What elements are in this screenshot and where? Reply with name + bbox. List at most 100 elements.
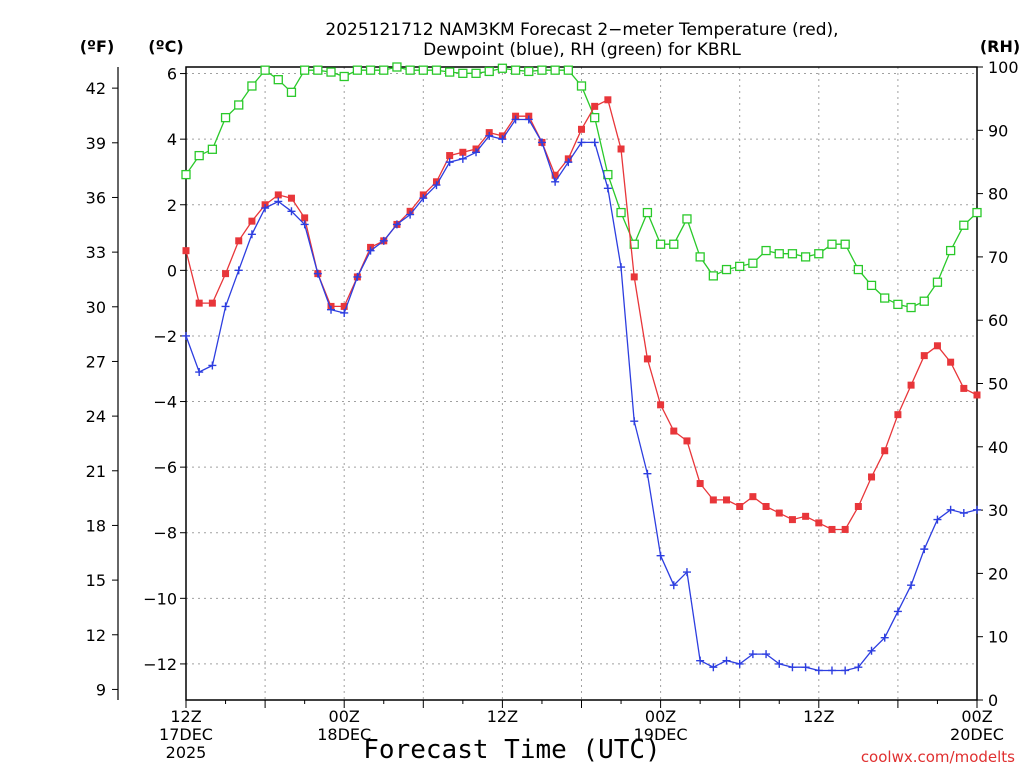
rh-data-point [431,65,442,75]
temperature-data-point [683,437,691,445]
dewpoint-data-point [406,210,415,219]
fahrenheit-unit-label: (ºF) [80,37,115,56]
rh-data-point [708,271,718,281]
rh-data-point [695,252,705,262]
rh-tick-label: 30 [988,501,1008,520]
fahrenheit-tick-label: 42 [86,79,106,98]
dewpoint-data-point [353,272,362,281]
temperature-data-point [446,152,454,160]
rh-data-point [787,249,798,259]
dewpoint-data-point [643,469,652,478]
rh-tick-label: 100 [988,58,1019,77]
temperature-data-point [841,525,849,533]
dewpoint-data-point [933,515,942,524]
celsius-tick-label: 2 [167,196,177,215]
rh-data-point [220,112,231,123]
dewpoint-data-point [893,607,902,616]
chart-title-line-1: 2025121712 NAM3KM Forecast 2−meter Tempe… [325,20,838,40]
temperature-data-point [907,381,915,389]
rh-data-point [234,100,244,110]
x-tick-label: 18DEC [317,725,371,744]
celsius-tick-label: −6 [153,458,177,477]
rh-data-point [590,112,600,123]
dewpoint-data-point [182,331,190,340]
dewpoint-data-point [537,138,546,147]
temperature-data-point [709,496,717,504]
dewpoint-data-point [669,581,678,590]
fahrenheit-tick-label: 30 [86,298,106,317]
dewpoint-data-point [234,266,243,275]
rh-data-point [827,239,837,249]
dewpoint-data-point [722,656,731,665]
plot-frame [185,66,978,701]
dewpoint-data-point [827,666,836,675]
x-axis-label: Forecast Time (UTC) [363,735,660,765]
x-tick-label: 20DEC [950,725,1004,744]
dewpoint-data-point [946,505,955,514]
rh-tick-label: 60 [988,311,1008,330]
dewpoint-data-point [907,581,916,590]
rh-data-point [510,65,521,75]
dewpoint-data-point [854,663,863,672]
rh-data-point [379,65,389,75]
rh-tick-label: 80 [988,185,1008,204]
rh-data-point [906,302,916,313]
dewpoint-data-point [287,207,296,216]
rh-data-point [945,245,956,256]
dewpoint-data-point [551,177,560,186]
rh-data-point [445,67,455,77]
temperature-data-point [274,191,282,199]
rh-data-point [721,264,732,275]
temperature-data-point [340,302,348,310]
temperature-data-point [947,358,955,366]
rh-data-point [365,65,376,75]
dewpoint-data-point [590,138,599,147]
celsius-tick-label: −2 [153,327,177,346]
rh-data-point [735,261,745,272]
rh-data-point [840,239,850,249]
dewpoint-data-point [485,131,494,140]
rh-data-point [260,65,270,75]
dewpoint-data-point [841,666,850,675]
rh-data-point [497,63,508,73]
x-tick-label: 17DEC [159,725,213,744]
temperature-data-point [208,299,216,307]
celsius-tick-label: −8 [153,524,177,543]
temperature-data-point [604,96,612,104]
fahrenheit-tick-label: 12 [86,626,106,645]
celsius-unit-label: (ºC) [148,37,183,56]
credit-label: coolwx.com/modelts [861,748,1015,766]
rh-tick-label: 20 [988,564,1008,583]
rh-data-point [352,65,363,75]
celsius-tick-label: −4 [153,393,177,412]
x-tick-label: 00Z [329,707,360,726]
rh-data-point [326,67,336,77]
temperature-data-point [920,352,928,360]
dewpoint-data-point [366,246,375,255]
temperature-data-point [459,148,467,156]
rh-data-point [748,258,758,268]
rh-data-point [286,87,297,97]
dewpoint-data-point [682,568,691,577]
rh-data-point [959,220,969,230]
celsius-tick-label: 6 [167,65,177,84]
rh-data-point [669,239,679,249]
dewpoint-data-point [880,633,889,642]
rh-data-point [853,264,863,275]
temperature-data-point [788,516,796,524]
dewpoint-data-point [340,308,349,317]
temperature-data-point [749,493,757,501]
dewpoint-data-point [524,115,533,124]
rh-data-point [576,81,587,91]
dewpoint-data-point [748,650,757,659]
x-tick-label: 12Z [170,707,201,726]
rh-data-point [761,245,771,256]
dewpoint-data-point [577,138,586,147]
rh-tick-label: 70 [988,248,1008,267]
dewpoint-data-point [274,197,283,206]
temperature-data-point [854,502,862,510]
temperature-data-point [287,194,295,202]
dewpoint-data-point [445,158,454,167]
temperature-data-point [894,411,902,419]
x-tick-label: 12Z [803,707,834,726]
